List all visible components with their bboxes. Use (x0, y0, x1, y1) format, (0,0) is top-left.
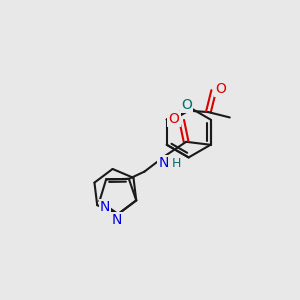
Text: N: N (100, 200, 110, 214)
Text: O: O (169, 112, 179, 126)
Text: O: O (215, 82, 226, 96)
Text: H: H (172, 157, 181, 170)
Text: O: O (181, 98, 192, 112)
Text: N: N (112, 213, 122, 227)
Text: N: N (158, 156, 169, 170)
